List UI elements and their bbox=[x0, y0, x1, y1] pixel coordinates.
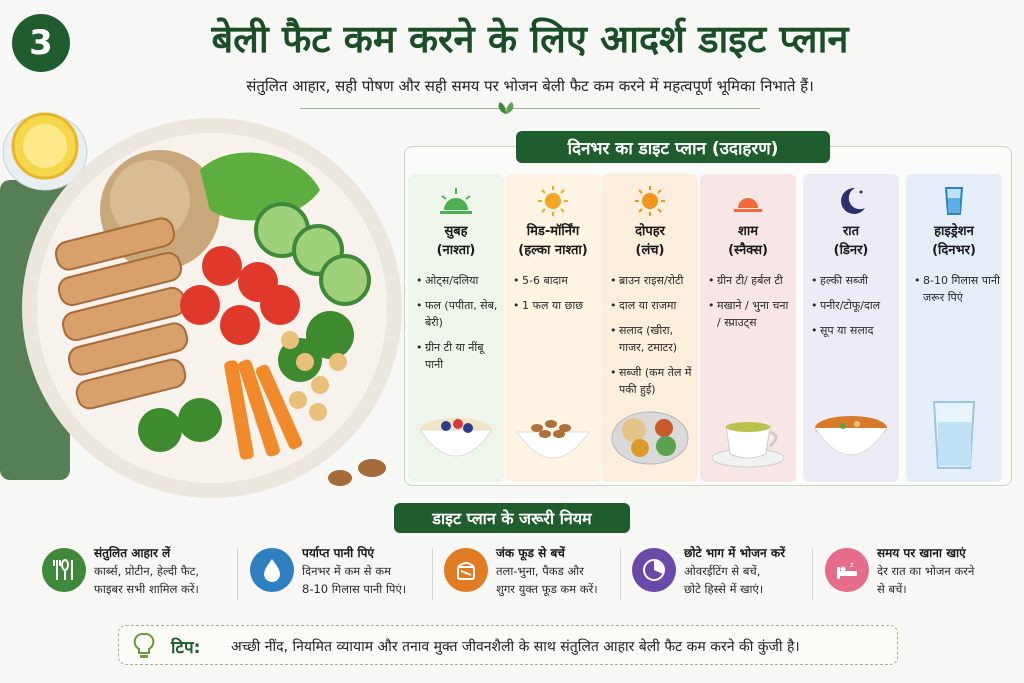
column-items: ब्राउन राइस/रोटी दाल या राजमा सलाद (खीरा… bbox=[610, 272, 696, 406]
leaf-icon bbox=[498, 102, 514, 114]
rule-title: संतुलित आहार लें bbox=[94, 546, 171, 560]
list-item: ग्रीन टी/ हर्बल टी bbox=[708, 272, 794, 289]
rule-text: दिनभर में कम से कम 8-10 गिलास पानी पिएं। bbox=[302, 564, 407, 596]
column-title: दोपहर (लंच) bbox=[635, 224, 665, 258]
moon-icon bbox=[841, 187, 865, 214]
tip-text: अच्छी नींद, नियमित व्यायाम और तनाव मुक्त… bbox=[231, 639, 800, 655]
sunset-icon bbox=[734, 198, 762, 212]
rules-heading: डाइट प्लान के जरूरी नियम bbox=[394, 503, 630, 533]
oats-bowl-icon bbox=[419, 418, 493, 457]
list-item: 5-6 बादाम bbox=[513, 272, 599, 289]
rule-text: कार्ब्स, प्रोटीन, हेल्दी फैट, फाइबर सभी श… bbox=[94, 564, 200, 596]
tip-box: टिप: अच्छी नींद, नियमित व्यायाम और तनाव … bbox=[118, 625, 898, 665]
cutlery-icon bbox=[42, 548, 86, 592]
column-title: मिड-मॉर्निंग (हल्का नाश्ता) bbox=[518, 224, 588, 258]
soup-bowl-icon bbox=[814, 416, 888, 456]
sleep-bed-icon: z bbox=[825, 548, 869, 592]
page-subtitle: संतुलित आहार, सही पोषण और सही समय पर भोज… bbox=[246, 77, 814, 95]
list-item: मखाने / भुना चना / स्प्राउट्स bbox=[708, 297, 794, 331]
column-title: रात (डिनर) bbox=[833, 224, 869, 258]
plan-column-morning: सुबह(नाश्ता) ओट्स/दलिया फल (पपीता, सेब, … bbox=[408, 174, 504, 482]
column-title: शाम (स्नैक्स) bbox=[728, 224, 768, 258]
rule-title: समय पर खाना खाएं bbox=[877, 546, 966, 560]
rule-separator bbox=[812, 548, 813, 600]
water-drop-icon bbox=[250, 548, 294, 592]
sun-icon bbox=[538, 186, 568, 216]
column-items: 8-10 गिलास पानी जरूर पिएं bbox=[914, 272, 1000, 314]
plan-column-lunch: दोपहर(लंच) ब्राउन राइस/रोटी दाल या राजमा… bbox=[602, 174, 698, 482]
list-item: फल (पपीता, सेब, बेरी) bbox=[416, 297, 502, 331]
list-item: पनीर/टोफू/दाल bbox=[811, 297, 897, 314]
rule-title: जंक फूड से बचें bbox=[496, 546, 565, 560]
tip-label: टिप: bbox=[171, 638, 201, 658]
rule-title: पर्याप्त पानी पिएं bbox=[302, 546, 375, 560]
daily-plan-heading: दिनभर का डाइट प्लान (उदाहरण) bbox=[516, 131, 830, 163]
sunrise-icon bbox=[440, 188, 472, 214]
list-item: सलाद (खीरा, गाजर, टमाटर) bbox=[610, 322, 696, 356]
rule-text: तला-भुना, पैकड और शुगर युक्त फूड कम करें। bbox=[496, 564, 598, 596]
plan-column-evening: शाम(स्नैक्स) ग्रीन टी/ हर्बल टी मखाने / … bbox=[700, 174, 796, 482]
list-item: ओट्स/दलिया bbox=[416, 272, 502, 289]
list-item: 1 फल या छाछ bbox=[513, 297, 599, 314]
water-glass-icon bbox=[944, 187, 964, 215]
thali-plate-icon bbox=[611, 411, 689, 465]
water-glass-illustration bbox=[932, 401, 976, 469]
plan-column-mid-morning: मिड-मॉर्निंग(हल्का नाश्ता) 5-6 बादाम 1 फ… bbox=[505, 174, 601, 482]
rule-title: छोटे भाग में भोजन करें bbox=[684, 546, 785, 560]
step-number-badge: 3 bbox=[12, 14, 70, 72]
lightbulb-icon bbox=[133, 632, 155, 658]
list-item: ब्राउन राइस/रोटी bbox=[610, 272, 696, 289]
list-item: ग्रीन टी या नींबू पानी bbox=[416, 339, 502, 373]
list-item: हल्की सब्जी bbox=[811, 272, 897, 289]
sun-icon bbox=[635, 186, 665, 216]
rule-text: देर रात का भोजन करने से बचें। bbox=[877, 564, 975, 596]
column-title: सुबह (नाश्ता) bbox=[436, 224, 476, 258]
list-item: 8-10 गिलास पानी जरूर पिएं bbox=[914, 272, 1000, 306]
rule-separator bbox=[620, 548, 621, 600]
column-items: ओट्स/दलिया फल (पपीता, सेब, बेरी) ग्रीन ट… bbox=[416, 272, 502, 381]
column-title: हाइड्रेशन (दिनभर) bbox=[932, 224, 976, 258]
list-item: सूप या सलाद bbox=[811, 322, 897, 339]
svg-text:z: z bbox=[850, 561, 854, 569]
title-divider bbox=[300, 108, 760, 109]
healthy-bowl-illustration bbox=[0, 112, 402, 498]
list-item: सब्जी (कम तेल में पकी हुई) bbox=[610, 364, 696, 398]
list-item: दाल या राजमा bbox=[610, 297, 696, 314]
almonds-bowl-icon bbox=[516, 420, 590, 459]
column-items: हल्की सब्जी पनीर/टोफू/दाल सूप या सलाद bbox=[811, 272, 897, 347]
page-title: बेली फैट कम करने के लिए आदर्श डाइट प्लान bbox=[211, 17, 849, 61]
plan-column-hydration: हाइड्रेशन(दिनभर) 8-10 गिलास पानी जरूर पि… bbox=[906, 174, 1002, 482]
column-items: ग्रीन टी/ हर्बल टी मखाने / भुना चना / स्… bbox=[708, 272, 794, 339]
rule-separator bbox=[237, 548, 238, 600]
rule-text: ओवरईटिंग से बचें, छोटे हिस्से में खाएं। bbox=[684, 564, 764, 596]
junk-food-icon bbox=[444, 548, 488, 592]
tea-cup-icon bbox=[711, 422, 785, 468]
plan-column-dinner: रात(डिनर) हल्की सब्जी पनीर/टोफू/दाल सूप … bbox=[803, 174, 899, 482]
plate-portion-icon bbox=[632, 548, 676, 592]
column-items: 5-6 बादाम 1 फल या छाछ bbox=[513, 272, 599, 322]
rule-separator bbox=[432, 548, 433, 600]
